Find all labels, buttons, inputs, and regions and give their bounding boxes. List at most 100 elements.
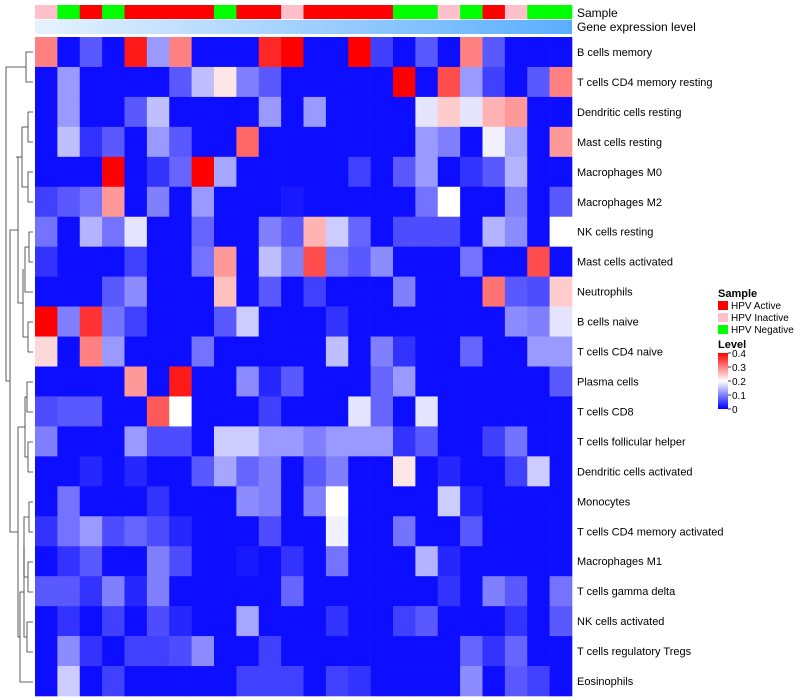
heatmap-cell [460,516,483,547]
heatmap-cell [169,516,192,547]
heatmap-cell [504,636,528,667]
heatmap-cell [325,426,349,457]
row-label: T cells CD4 naive [577,347,663,359]
heatmap-cell [415,246,439,277]
heatmap-cell [191,276,215,307]
heatmap-cell [325,37,349,68]
heatmap-cell [57,426,81,457]
row-label: Macrophages M2 [577,197,662,209]
heatmap-cell [504,606,528,637]
heatmap-cell [460,366,483,397]
heatmap-cell [169,186,192,218]
heatmap-cell [437,396,461,427]
heatmap-cell [236,156,260,188]
heatmap-cell [79,636,103,667]
heatmap-cell [527,306,550,337]
heatmap-cell [79,456,103,487]
heatmap-cell [236,186,260,218]
sample-annotation-cell [325,5,349,19]
heatmap-cell [281,606,304,637]
heatmap-cell [57,576,81,607]
row-label: T cells CD4 memory resting [577,77,713,89]
row-label: B cells naive [577,317,639,329]
heatmap-cell [460,546,483,577]
heatmap-cell [146,306,170,337]
heatmap-cell [482,156,506,188]
heatmap-cell [504,366,528,397]
heatmap-cell [169,486,192,517]
heatmap-cell [102,126,125,158]
heatmap-cell [325,186,349,218]
sample-annotation-bar [35,5,573,19]
heatmap-cell [370,516,394,547]
heatmap-cell [348,456,371,487]
heatmap-cell [460,336,483,367]
heatmap-cell [146,66,170,98]
heatmap-cell [325,66,349,98]
heatmap-cell [325,306,349,337]
row-label: Macrophages M0 [577,167,662,179]
heatmap-cell [415,636,439,667]
heatmap-cell [281,456,304,487]
heatmap-cell [504,96,528,128]
heatmap-cell [549,276,573,307]
heatmap-cell [57,636,81,667]
heatmap-cell [527,186,550,218]
heatmap-cell [169,366,192,397]
heatmap-cell [325,246,349,277]
row-label: NK cells activated [577,616,664,628]
heatmap-cell [482,636,506,667]
heatmap-cell [35,336,58,367]
heatmap-cell [169,546,192,577]
heatmap-cell [348,426,371,457]
heatmap-cell [415,546,439,577]
heatmap-cell [102,186,125,218]
heatmap-cell [214,366,237,397]
heatmap-cell [214,276,237,307]
heatmap-cell [370,66,394,98]
heatmap-cell [303,516,327,547]
heatmap-cell [437,546,461,577]
heatmap-cell [393,576,416,607]
heatmap-cell [281,396,304,427]
heatmap-cell [504,66,528,98]
heatmap-cell [415,306,439,337]
heatmap-cell [79,516,103,547]
heatmap-cell [482,66,506,98]
heatmap-cell [146,246,170,277]
heatmap-cell [258,456,282,487]
heatmap-cell [258,516,282,547]
heatmap-cell [258,96,282,128]
row-label: T cells CD4 memory activated [577,526,724,538]
heatmap-cell [214,306,237,337]
heatmap-cell [169,276,192,307]
heatmap-cell [437,37,461,68]
heatmap-cell [281,636,304,667]
heatmap-cell [124,516,148,547]
heatmap-cell [57,606,81,637]
sample-annotation-cell [348,5,371,19]
heatmap-cell [102,576,125,607]
heatmap-cell [460,186,483,218]
heatmap-cell [504,456,528,487]
heatmap-cell [325,486,349,517]
heatmap-cell [57,456,81,487]
heatmap-cell [303,606,327,637]
heatmap-cell [303,276,327,307]
heatmap-cell [258,546,282,577]
heatmap-cell [169,216,192,247]
heatmap-cell [35,636,58,667]
sample-legend-title: Sample [718,288,757,300]
heatmap-cell [393,456,416,487]
heatmap-cell [370,306,394,337]
heatmap-cell [57,666,81,697]
heatmap-cell [124,486,148,517]
heatmap-cell [482,96,506,128]
heatmap-cell [348,66,371,98]
heatmap-cell [146,156,170,188]
heatmap-cell [79,486,103,517]
heatmap-cell [437,426,461,457]
row-label: Mast cells activated [577,257,673,269]
heatmap-cell [303,126,327,158]
heatmap-cell [214,37,237,68]
